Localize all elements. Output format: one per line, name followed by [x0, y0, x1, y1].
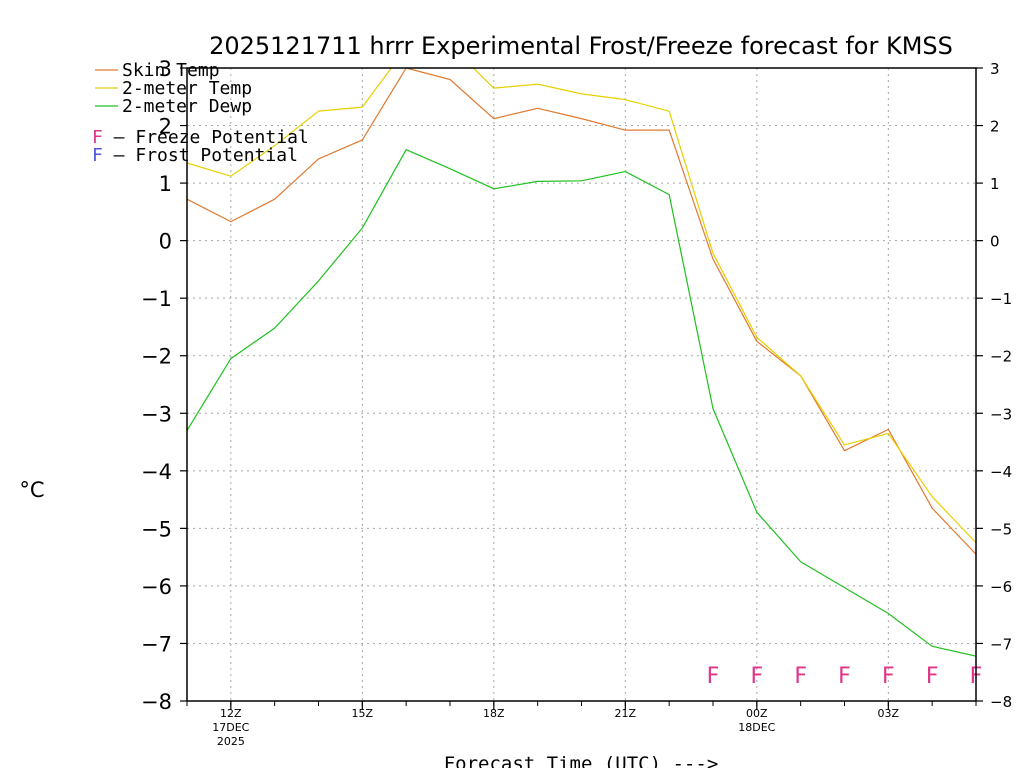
- legend-note: F – Freeze Potential: [92, 127, 309, 148]
- legend-entry: Skin Temp: [122, 60, 220, 81]
- x-tick-label: 15Z: [352, 707, 374, 720]
- freeze-flag-marker: F: [751, 664, 764, 689]
- y-tick-label-left: −2: [141, 345, 172, 369]
- x-tick-date: 18DEC: [738, 721, 775, 734]
- x-axis-label: Forecast Time (UTC) --->: [444, 753, 719, 768]
- y-tick-label-left: 1: [159, 172, 172, 196]
- y-tick-label-right: −3: [990, 405, 1012, 423]
- y-tick-label-left: −7: [141, 632, 172, 656]
- freeze-flag-marker: F: [882, 664, 895, 689]
- y-tick-label-right: −1: [990, 290, 1012, 308]
- y-tick-label-left: 0: [159, 230, 172, 254]
- legend-entry: 2-meter Dewp: [122, 96, 252, 117]
- y-tick-label-left: −3: [141, 402, 172, 426]
- x-tick-label: 12Z: [220, 707, 242, 720]
- y-tick-label-right: −4: [990, 463, 1012, 481]
- y-tick-label-left: 2: [159, 115, 172, 139]
- y-tick-label-left: −8: [141, 690, 172, 714]
- y-tick-label-right: −2: [990, 348, 1012, 366]
- series-line-2-meter-dewp: [187, 149, 976, 657]
- x-tick-year: 2025: [217, 735, 245, 748]
- y-tick-label-right: 1: [990, 175, 1000, 193]
- plot-frame: [186, 67, 977, 702]
- y-tick-label-right: 2: [990, 118, 1000, 136]
- freeze-flag-marker: F: [707, 664, 720, 689]
- y-tick-label-left: −1: [141, 287, 172, 311]
- legend-entry: 2-meter Temp: [122, 78, 252, 99]
- x-tick-label: 03Z: [878, 707, 900, 720]
- y-tick-label-left: 3: [159, 57, 172, 81]
- freeze-flag-marker: F: [926, 664, 939, 689]
- freeze-flag-marker: F: [838, 664, 851, 689]
- y-tick-label-right: −6: [990, 578, 1012, 596]
- y-tick-label-right: −8: [990, 693, 1012, 711]
- x-tick-label: 00Z: [746, 707, 768, 720]
- series-line-skin-temp: [187, 68, 976, 555]
- x-tick-date: 17DEC: [212, 721, 249, 734]
- y-tick-label-right: −7: [990, 635, 1012, 653]
- freeze-flag-marker: F: [794, 664, 807, 689]
- series-line-2-meter-temp: [187, 68, 976, 544]
- y-axis-label: °C: [19, 478, 44, 502]
- y-tick-label-right: 0: [990, 233, 1000, 251]
- legend-note: F – Frost Potential: [92, 145, 298, 166]
- grid-lines: [187, 68, 976, 701]
- series-lines: [187, 68, 976, 657]
- y-tick-label-right: −5: [990, 520, 1012, 538]
- y-tick-label-left: −6: [141, 575, 172, 599]
- x-tick-label: 18Z: [483, 707, 505, 720]
- chart-title: 2025121711 hrrr Experimental Frost/Freez…: [209, 32, 953, 60]
- x-tick-label: 21Z: [615, 707, 637, 720]
- y-axis: 3 3 2 2 1 1 0 0 −1 −1 −2 −2 −3 −3 −4 −4 −5 −5 −6 −6 −7 −7 −8 −8: [141, 57, 1012, 714]
- y-tick-label-left: −4: [141, 460, 172, 484]
- y-tick-label-right: 3: [990, 60, 1000, 78]
- y-tick-label-left: −5: [141, 517, 172, 541]
